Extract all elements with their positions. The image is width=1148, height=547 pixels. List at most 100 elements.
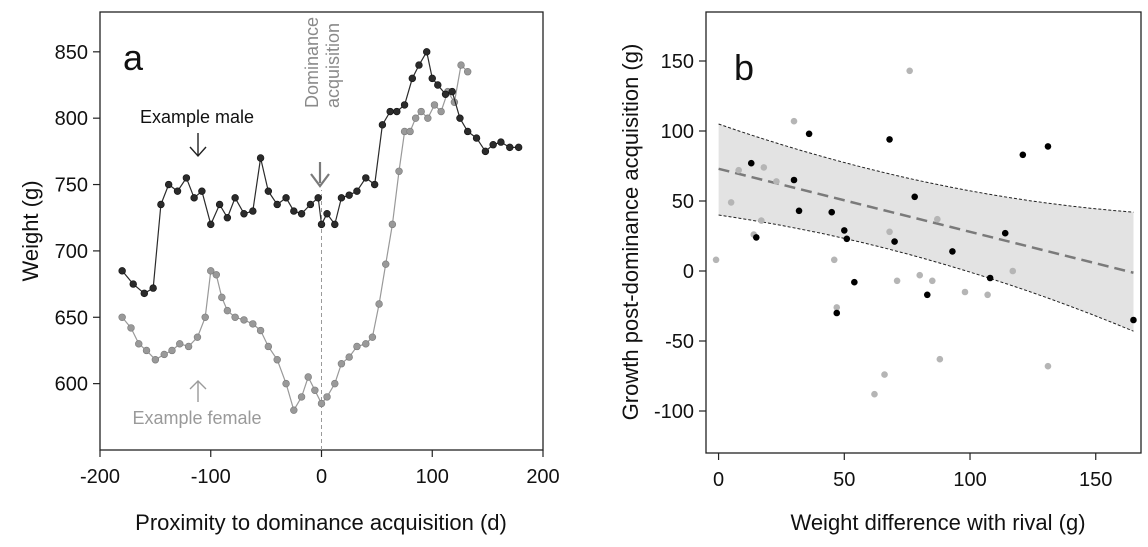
data-point <box>961 288 969 296</box>
data-point <box>317 399 326 408</box>
data-point <box>323 393 331 401</box>
data-point <box>934 215 941 223</box>
data-point <box>448 87 456 96</box>
data-point <box>135 340 143 348</box>
panel-a-y-axis-title: Weight (g) <box>18 180 43 281</box>
data-point <box>362 340 370 348</box>
x-tick-label: -100 <box>191 466 231 488</box>
data-point <box>345 191 353 199</box>
data-point <box>353 187 361 195</box>
example-female-label: Example female <box>132 408 261 428</box>
panel-a-x-axis: -200 -100 0 100 200 <box>80 450 560 488</box>
data-point <box>423 48 431 56</box>
panel-a-x-axis-title: Proximity to dominance acquisition (d) <box>135 510 507 535</box>
data-point <box>223 306 232 315</box>
series-female <box>118 61 472 414</box>
panel-a-letter: a <box>123 37 144 78</box>
data-point <box>382 260 390 268</box>
data-point <box>176 340 184 348</box>
data-point <box>273 356 281 364</box>
data-point <box>463 127 472 136</box>
data-point <box>790 176 798 184</box>
panel-a: 600 650 700 750 800 850 -200 -100 0 100 200 a Wei… <box>18 11 560 535</box>
y-tick-label: -100 <box>654 401 694 423</box>
data-point <box>388 220 397 229</box>
data-point <box>282 194 290 202</box>
y-tick-label: 0 <box>683 261 694 283</box>
data-point <box>304 373 312 381</box>
data-point <box>840 227 848 234</box>
data-point <box>833 309 841 317</box>
data-point <box>457 61 465 69</box>
x-tick-label: 200 <box>526 466 559 488</box>
data-point <box>1044 143 1052 150</box>
data-point <box>735 166 742 174</box>
data-point <box>127 324 135 332</box>
data-point <box>160 350 168 359</box>
data-point <box>273 200 281 209</box>
confidence-upper-line <box>718 123 1134 213</box>
data-point <box>923 291 931 299</box>
data-point <box>149 284 157 292</box>
data-point <box>184 342 193 351</box>
dominance-label-line1: Dominance <box>302 17 322 108</box>
data-point <box>871 390 878 398</box>
data-point <box>393 107 401 116</box>
data-point <box>331 220 339 229</box>
data-point <box>936 355 944 363</box>
data-point <box>129 280 137 288</box>
y-tick-label: 750 <box>55 175 88 197</box>
data-point <box>207 220 215 229</box>
series-grey-points <box>712 67 1052 398</box>
data-point <box>353 342 361 351</box>
panel-b-y-axis-title: Growth post-dominance acquisition (g) <box>618 44 643 421</box>
data-point <box>1001 229 1009 237</box>
data-point <box>851 278 858 286</box>
data-point <box>362 174 370 182</box>
data-point <box>497 138 505 146</box>
dominance-arrow-icon <box>310 162 330 188</box>
data-point <box>317 220 326 229</box>
data-point <box>151 356 160 364</box>
data-point <box>164 180 173 189</box>
data-point <box>337 360 346 368</box>
data-point <box>142 346 151 355</box>
data-point <box>337 194 346 202</box>
data-point <box>378 121 387 129</box>
data-point <box>193 333 202 341</box>
y-tick-label: 600 <box>55 374 88 396</box>
data-point <box>400 101 409 109</box>
data-point <box>1019 151 1027 159</box>
data-point <box>752 234 760 241</box>
data-point <box>218 293 226 302</box>
data-point <box>314 194 322 202</box>
x-tick-label: -200 <box>80 466 120 488</box>
data-point <box>911 193 918 201</box>
data-point <box>424 114 432 122</box>
data-point <box>415 61 423 69</box>
data-point <box>386 107 394 116</box>
data-point <box>891 238 898 245</box>
x-tick-label: 100 <box>416 466 449 488</box>
panel-b-x-axis-title: Weight difference with rival (g) <box>790 510 1085 535</box>
data-point <box>916 271 924 279</box>
data-point <box>345 353 353 361</box>
data-point <box>417 107 425 116</box>
data-point <box>893 277 901 285</box>
data-point <box>984 291 991 299</box>
data-point <box>223 214 232 222</box>
data-point <box>306 200 315 209</box>
x-tick-label: 150 <box>1079 469 1112 491</box>
data-point <box>240 210 248 218</box>
data-point <box>472 134 481 142</box>
x-tick-label: 100 <box>953 469 986 491</box>
data-point <box>949 248 956 255</box>
data-point <box>428 74 436 83</box>
y-tick-label: 700 <box>55 241 88 263</box>
data-point <box>212 271 220 279</box>
x-tick-label: 50 <box>833 469 855 491</box>
confidence-band <box>718 124 1134 332</box>
data-point <box>207 267 215 275</box>
y-tick-label: -50 <box>665 331 694 353</box>
